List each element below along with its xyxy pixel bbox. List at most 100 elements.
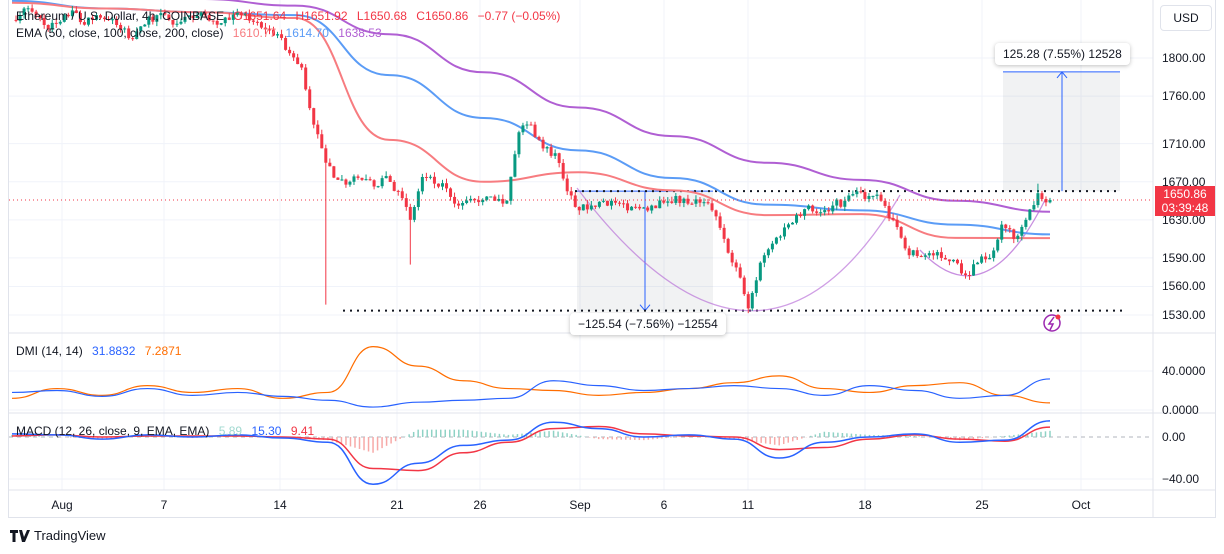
time-label: Sep (569, 498, 591, 512)
candle-body (626, 203, 630, 211)
candle-body (1004, 224, 1008, 229)
candle-body (573, 195, 577, 207)
candle-body (82, 22, 86, 25)
candle-body (400, 191, 404, 199)
candle-body (352, 176, 356, 182)
ema-title[interactable]: EMA (50, close, 100, close, 200, close) (16, 26, 224, 40)
dmi-title[interactable]: DMI (14, 14) (16, 344, 83, 358)
price-label: 1530.00 (1162, 308, 1206, 323)
candle-body (1012, 229, 1016, 239)
candle-body (404, 198, 408, 207)
candle-body (996, 239, 1000, 251)
candle-body (786, 224, 790, 228)
candle-body (86, 17, 90, 25)
candle-body (171, 19, 175, 25)
tradingview-logo-icon (10, 529, 30, 542)
candle-body (151, 16, 155, 22)
candle-body (445, 183, 449, 189)
candle-body (392, 181, 396, 191)
candle-body (501, 198, 505, 204)
candle-body (284, 37, 288, 50)
measure-up-label[interactable]: 125.28 (7.55%) 12528 (995, 43, 1130, 65)
candle-body (440, 183, 444, 187)
measure-down-label[interactable]: −125.54 (−7.56%) −12554 (570, 313, 726, 335)
candle-body (428, 176, 432, 178)
currency-button[interactable]: USD (1160, 5, 1212, 31)
candle-body (597, 201, 601, 207)
candle-body (686, 198, 690, 204)
time-label: 26 (473, 498, 487, 512)
candle-body (18, 15, 22, 21)
candle-body (336, 177, 340, 180)
candle-body (223, 17, 227, 24)
tradingview-logo[interactable]: TradingView (10, 528, 106, 543)
macd-title[interactable]: MACD (12, 26, close, 9, EMA, EMA) (16, 424, 210, 438)
candle-body (1016, 235, 1020, 239)
candle-body (143, 24, 147, 27)
candle-body (235, 12, 239, 15)
candle-body (416, 191, 420, 208)
candle-body (992, 250, 996, 258)
cup-arc (576, 187, 901, 312)
high-value: H1651.92 (295, 9, 348, 23)
candle-body (384, 176, 388, 179)
candle-body (750, 292, 754, 309)
candle-body (195, 15, 199, 19)
candle-body (907, 248, 911, 256)
macd-axis-0: 0.00 (1162, 430, 1186, 444)
candle-body (702, 202, 706, 204)
price-label: 1760.00 (1162, 89, 1206, 104)
candle-body (432, 176, 436, 184)
candle-body (915, 250, 919, 257)
candle-body (710, 203, 714, 211)
ema200-value: 1638.53 (338, 26, 382, 40)
candle-body (127, 28, 131, 39)
candle-body (819, 212, 823, 214)
candle-body (247, 13, 251, 21)
candle-body (613, 200, 617, 203)
candle-body (199, 12, 203, 16)
candle-body (831, 205, 835, 212)
candle-body (630, 206, 634, 211)
candle-body (74, 10, 78, 13)
candle-body (525, 124, 529, 126)
candle-body (99, 15, 103, 18)
price-label: 1630.00 (1162, 212, 1206, 227)
candle-body (90, 17, 94, 20)
candle-body (469, 198, 473, 201)
candle-body (561, 162, 565, 179)
dmi-legend: DMI (14, 14) 31.8832 7.2871 (16, 344, 187, 358)
candle-body (187, 15, 191, 17)
candle-body (26, 8, 30, 10)
candle-body (746, 294, 750, 309)
candle-body (855, 191, 859, 195)
candle-body (364, 179, 368, 181)
candle-body (939, 252, 943, 258)
candle-body (203, 12, 207, 16)
candle-body (823, 210, 827, 213)
candle-body (605, 200, 609, 206)
candle-body (14, 19, 18, 21)
candle-body (1020, 226, 1024, 236)
candle-body (972, 264, 976, 276)
symbol-legend: Ethereum / U.S. Dollar, 4h, COINBASE O16… (16, 9, 566, 23)
time-label: Oct (1071, 498, 1091, 512)
alert-dot (1055, 314, 1061, 320)
candle-body (662, 200, 666, 203)
candle-body (634, 206, 638, 208)
candle-body (42, 18, 46, 25)
candle-body (420, 177, 424, 192)
candle-body (308, 89, 312, 109)
candle-body (815, 211, 819, 213)
time-label: 14 (273, 498, 287, 512)
chart-frame (8, 0, 1216, 518)
candle-body (545, 147, 549, 149)
candle-body (565, 178, 569, 192)
candle-body (899, 227, 903, 238)
candle-body (465, 200, 469, 203)
candle-body (589, 205, 593, 210)
symbol-title[interactable]: Ethereum / U.S. Dollar, 4h, COINBASE (16, 9, 225, 23)
branding-text: TradingView (34, 528, 106, 543)
dmi-minus-value: 7.2871 (144, 344, 182, 358)
